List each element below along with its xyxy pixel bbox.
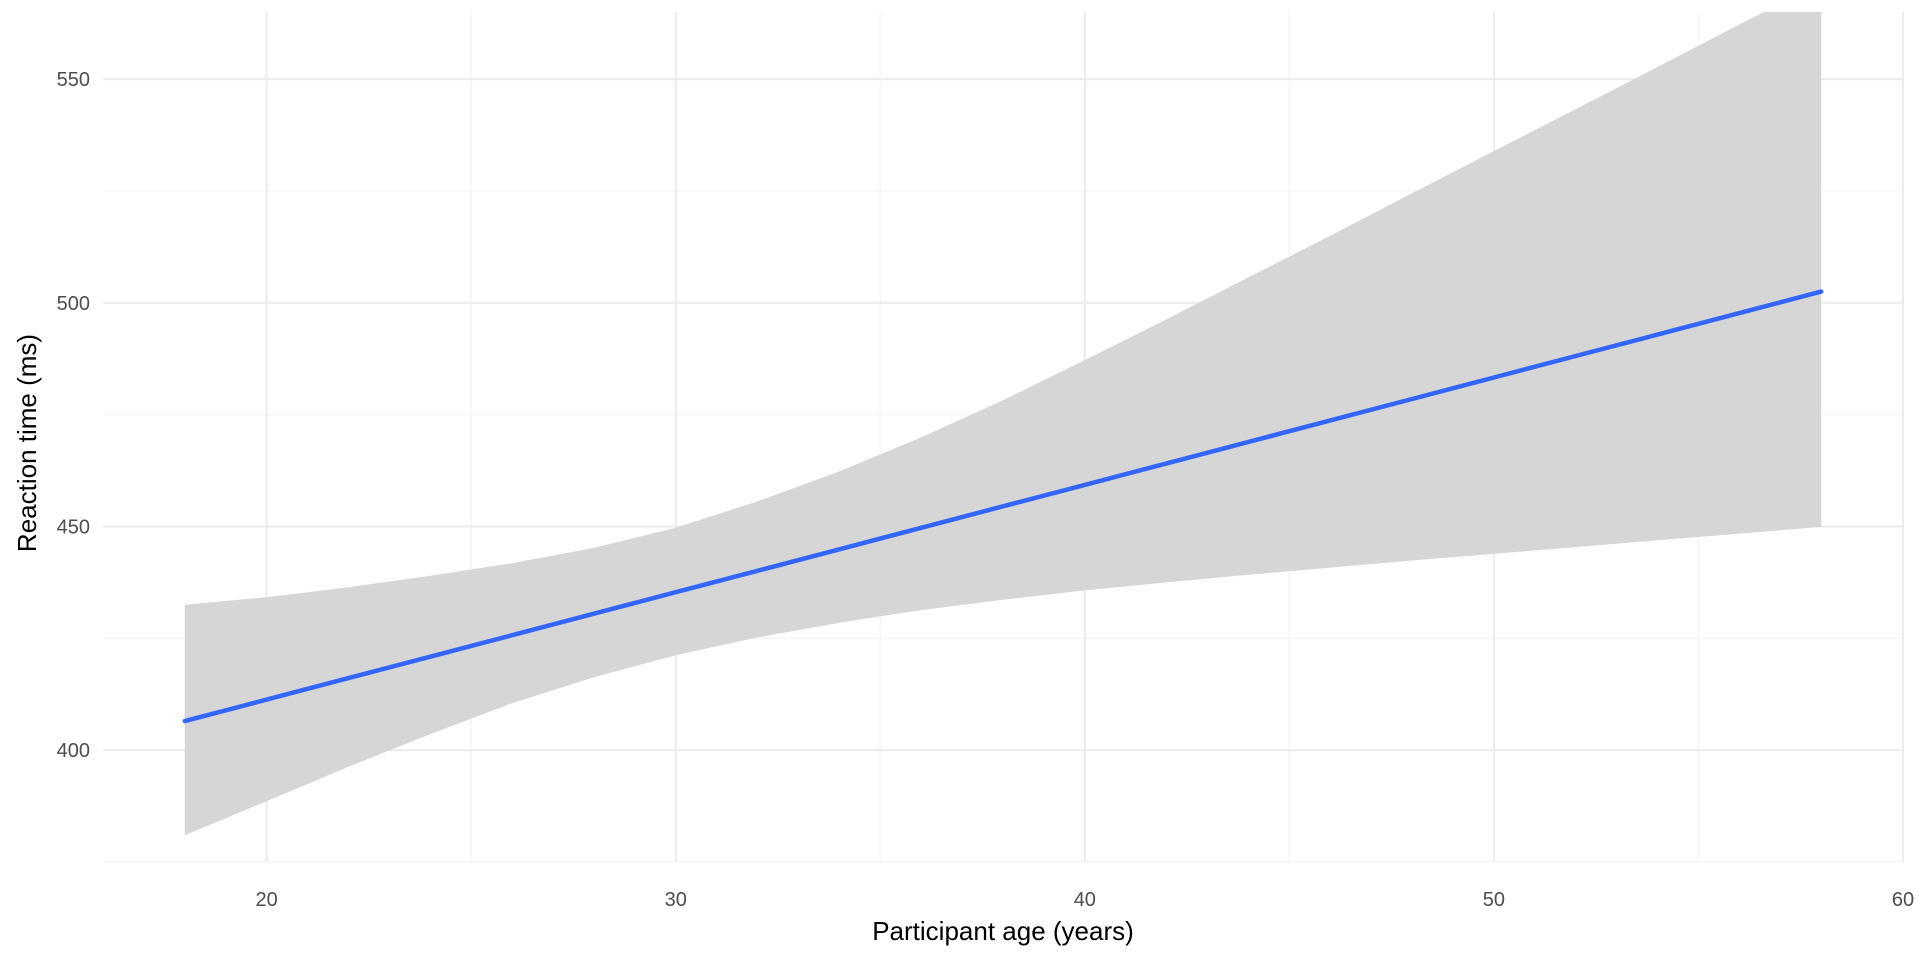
y-axis-ticks: 400 450 500 550 [57, 69, 90, 762]
y-axis-title: Reaction time (ms) [12, 334, 42, 552]
x-tick-label: 50 [1483, 889, 1505, 911]
confidence-ribbon [184, 12, 1822, 836]
y-tick-label: 550 [57, 69, 90, 91]
x-axis-ticks: 20 30 40 50 60 [256, 889, 1915, 911]
trend-line [182, 289, 1824, 724]
trend-line-layer [182, 289, 1824, 724]
confidence-band [184, 12, 1822, 836]
y-tick-label: 450 [57, 516, 90, 538]
x-axis-title: Participant age (years) [872, 916, 1134, 946]
y-tick-label: 400 [57, 740, 90, 762]
x-tick-label: 30 [665, 889, 687, 911]
x-tick-label: 40 [1074, 889, 1096, 911]
x-tick-label: 60 [1892, 889, 1914, 911]
x-tick-label: 20 [256, 889, 278, 911]
y-tick-label: 500 [57, 293, 90, 315]
